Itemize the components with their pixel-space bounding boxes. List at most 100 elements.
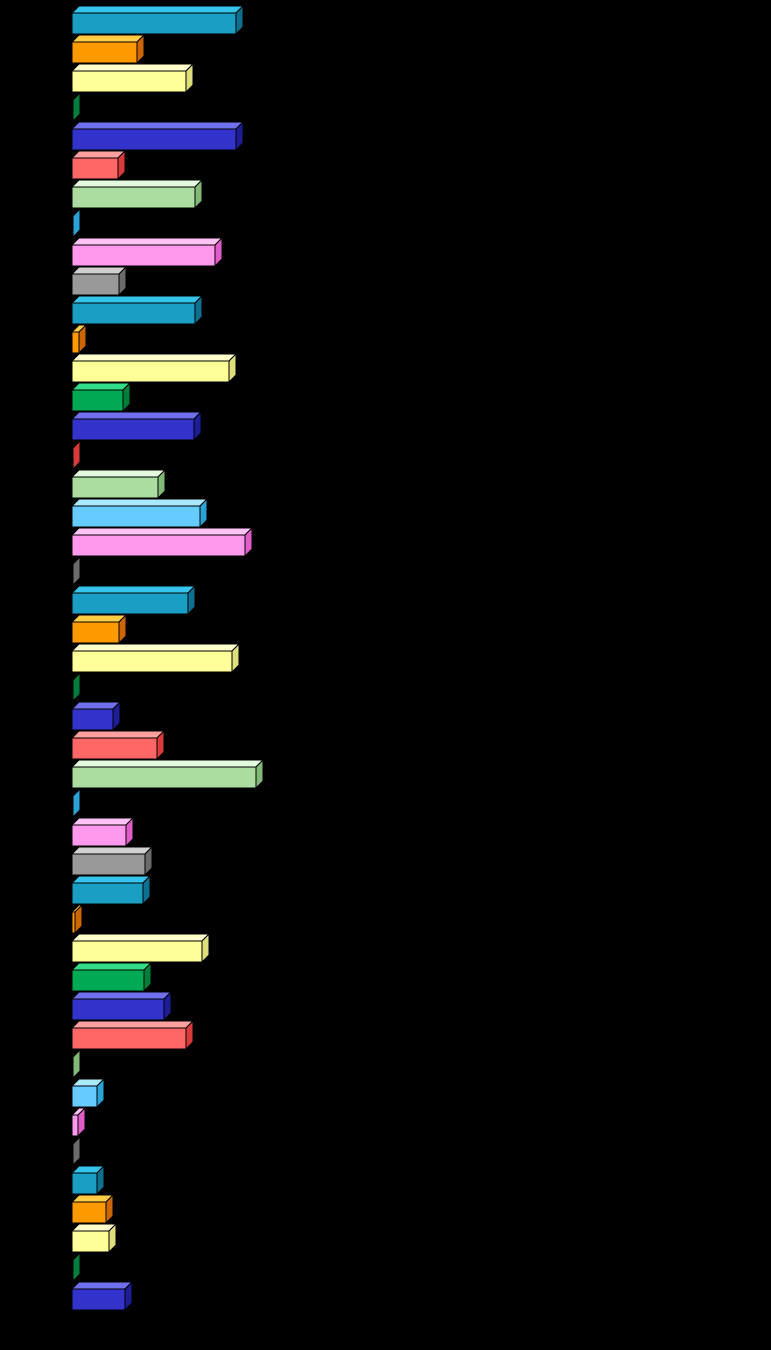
bar-top-face [70,150,127,159]
bar-front-face [71,476,159,499]
bar-front-face [71,244,216,267]
bar-top-face [70,5,245,14]
bar-42 [70,1193,115,1225]
bar-top-face [70,875,152,884]
bar-25 [70,700,122,732]
bar-side-face [194,294,203,326]
bar-43 [70,1222,118,1254]
bar-16 [70,439,82,471]
bar-front-face [71,331,80,354]
bar-side-face [187,584,196,616]
bar-top-face [70,643,241,652]
bar-side-face [201,932,210,964]
bar-side-face [156,729,165,761]
bar-27 [70,758,265,790]
bar-side-face [108,1222,117,1254]
bar-30 [70,845,154,877]
bar-side-face [255,758,264,790]
bar-32 [70,903,84,935]
bar-side-face [199,497,208,529]
bar-side-face [194,178,203,210]
bar-side-face [185,62,194,94]
bar-front-face [71,621,120,644]
bar-top-face [70,266,128,275]
bar-front-face [71,940,203,963]
bar-front-face [71,505,201,528]
bar-top-face [70,63,195,72]
bar-side-face [185,1019,194,1051]
bar-top-face [70,933,211,942]
bar-37 [70,1048,82,1080]
bar-top-face [70,411,203,420]
bar-front-face [71,418,195,441]
bar-top-face [70,469,167,478]
bar-top-face [70,1020,195,1029]
bar-top-face [70,846,154,855]
bar-front-face [71,534,246,557]
bar-top-face [70,817,135,826]
bar-39 [70,1106,87,1138]
bar-side-face [118,265,127,297]
bar-side-face [72,787,81,819]
bar-19 [70,526,254,558]
bar-top-face [70,614,128,623]
bar-top-face [70,237,224,246]
bar-40 [70,1135,82,1167]
bar-side-face [74,903,83,935]
bar-side-face [144,845,153,877]
bar-front-face [71,650,233,673]
bar-41 [70,1164,106,1196]
bar-12 [70,323,88,355]
bar-top-face [70,730,166,739]
bar-front-face [71,1027,187,1050]
bar-front-face [71,998,165,1021]
bar-44 [70,1251,82,1283]
bar-side-face [193,410,202,442]
bar-side-face [117,149,126,181]
bar-side-face [77,1106,86,1138]
bar-front-face [71,1230,110,1253]
bar-side-face [235,120,244,152]
bar-36 [70,1019,195,1051]
bar-20 [70,555,82,587]
bar-front-face [71,360,230,383]
bar-front-face [71,853,146,876]
bar-18 [70,497,209,529]
bar-side-face [118,613,127,645]
bar-33 [70,932,211,964]
bar-side-face [72,1251,81,1283]
bar-side-face [72,555,81,587]
bar-26 [70,729,166,761]
bar-1 [70,4,245,36]
bar-3 [70,62,195,94]
bar-front-face [71,1288,126,1311]
bar-side-face [231,642,240,674]
bar-2 [70,33,146,65]
bar-front-face [71,592,189,615]
bar-top-face [70,179,204,188]
bar-top-face [70,991,173,1000]
bar-side-face [136,33,145,65]
bar-top-face [70,759,265,768]
bar-side-face [105,1193,114,1225]
bar-28 [70,787,82,819]
bar-side-face [214,236,223,268]
bar-31 [70,874,152,906]
bar-top-face [70,585,197,594]
bar-45 [70,1280,134,1312]
bar-4 [70,91,82,123]
bar-front-face [71,302,196,325]
bar-34 [70,961,153,993]
bar-11 [70,294,204,326]
bar-front-face [71,12,237,35]
bar-side-face [72,1135,81,1167]
bar-front-face [71,969,145,992]
bar-top-face [70,353,238,362]
bar-9 [70,236,224,268]
bar-side-face [96,1164,105,1196]
bar-front-face [71,128,237,151]
bar-side-face [143,961,152,993]
bar-side-face [235,4,244,36]
bar-front-face [71,70,187,93]
